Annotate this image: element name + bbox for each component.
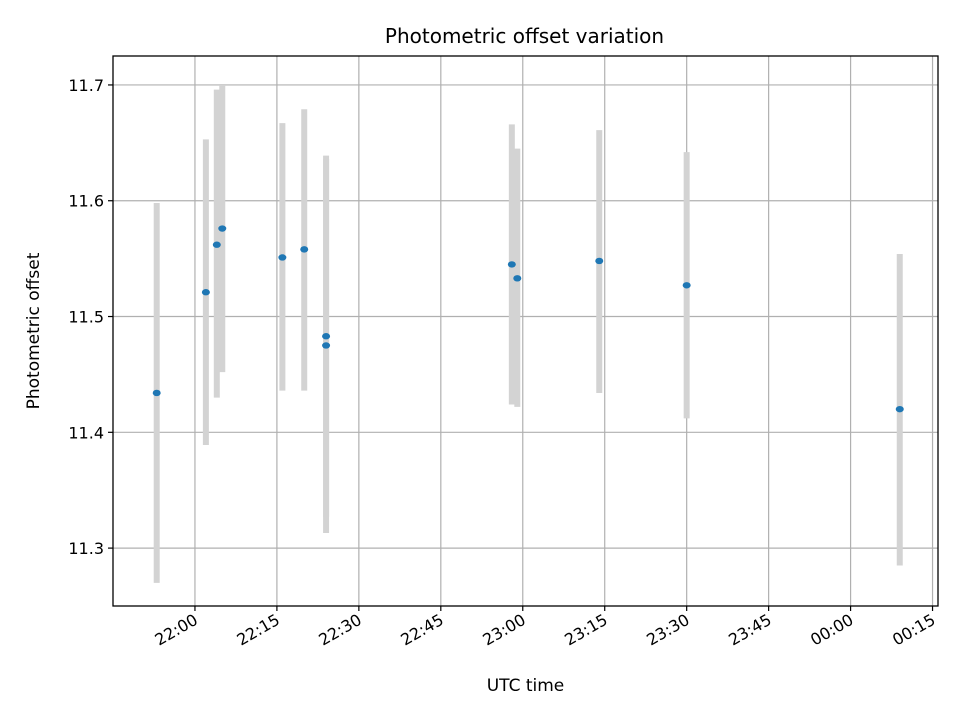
y-tick-label: 11.4	[68, 423, 104, 442]
data-point	[595, 257, 604, 265]
data-point	[895, 405, 904, 413]
y-tick-label: 11.7	[68, 76, 104, 95]
y-tick-label: 11.5	[68, 308, 104, 327]
grid	[113, 56, 938, 606]
plot-frame	[112, 55, 939, 607]
y-tick-label: 11.6	[68, 192, 104, 211]
y-axis: 11.3 11.4 11.5 11.6 11.7	[68, 76, 113, 558]
data-point	[682, 282, 691, 289]
y-axis-title: Photometric offset	[24, 252, 44, 409]
data-point	[322, 342, 331, 349]
data-points	[152, 225, 904, 413]
data-point	[300, 246, 309, 253]
data-point	[278, 254, 287, 261]
data-point	[513, 275, 522, 282]
data-point	[507, 261, 516, 268]
chart-title: Photometric offset variation	[385, 24, 664, 48]
data-point	[212, 241, 221, 248]
data-point	[322, 333, 331, 340]
x-axis-title: UTC time	[487, 676, 565, 696]
data-point	[152, 389, 161, 397]
data-point	[218, 225, 227, 232]
data-point	[201, 289, 210, 296]
y-tick-label: 11.3	[68, 539, 104, 558]
